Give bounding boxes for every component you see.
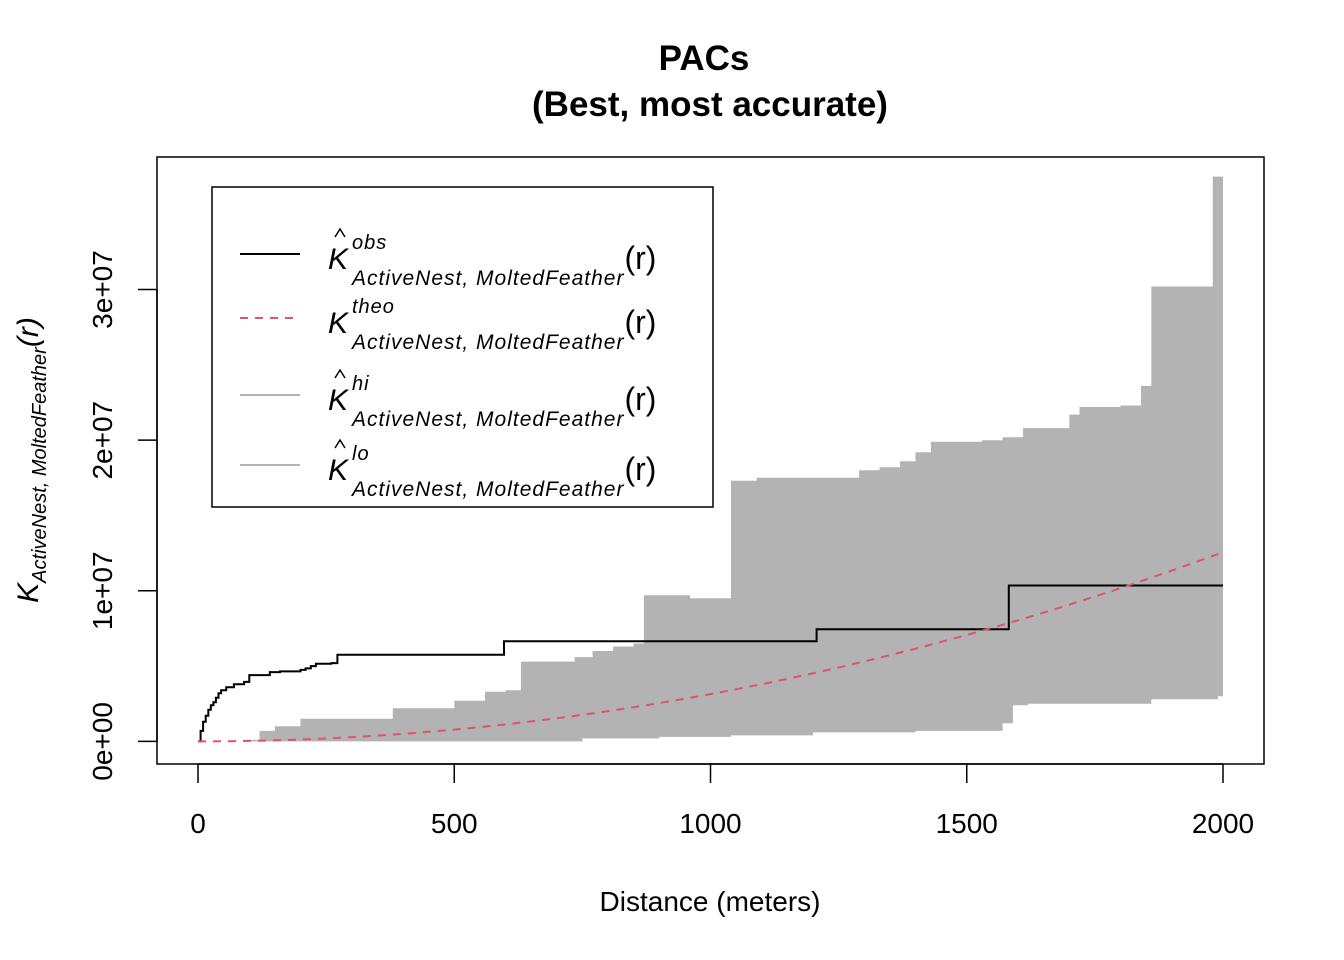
x-tick-label: 0 xyxy=(190,808,206,839)
y-tick-label: 3e+07 xyxy=(87,250,118,329)
y-axis-title-arg: (r) xyxy=(12,317,45,347)
chart-subtitle: (Best, most accurate) xyxy=(532,85,888,124)
legend-box xyxy=(211,186,714,508)
y-axis-title-main: K xyxy=(12,581,45,603)
y-tick-label: 2e+07 xyxy=(87,401,118,480)
y-axis: 0e+00 1e+07 2e+07 3e+07 xyxy=(87,250,158,781)
plot-area xyxy=(198,176,1224,743)
series-theo-line xyxy=(198,551,1224,743)
envelope-band xyxy=(198,176,1223,742)
chart-title: PACs xyxy=(659,39,750,78)
y-axis-title-subscript: ActiveNest, MoltedFeather xyxy=(29,346,51,584)
x-tick-label: 1500 xyxy=(936,808,998,839)
x-tick-label: 2000 xyxy=(1192,808,1254,839)
y-tick-label: 1e+07 xyxy=(87,551,118,630)
x-axis-title: Distance (meters) xyxy=(600,886,821,917)
x-axis: 0 500 1000 1500 2000 xyxy=(190,763,1254,839)
legend-hat-mark xyxy=(334,227,346,238)
svg-text:KActiveNest, MoltedFeather(r): KActiveNest, MoltedFeather(r) xyxy=(12,317,51,603)
series-obs-line xyxy=(198,584,1223,743)
y-axis-title: KActiveNest, MoltedFeather(r) xyxy=(12,317,51,603)
y-tick-label: 0e+00 xyxy=(87,702,118,781)
x-tick-label: 500 xyxy=(431,808,478,839)
legend-hat-mark xyxy=(334,368,346,379)
legend-hat-mark xyxy=(334,438,346,449)
x-tick-label: 1000 xyxy=(679,808,741,839)
